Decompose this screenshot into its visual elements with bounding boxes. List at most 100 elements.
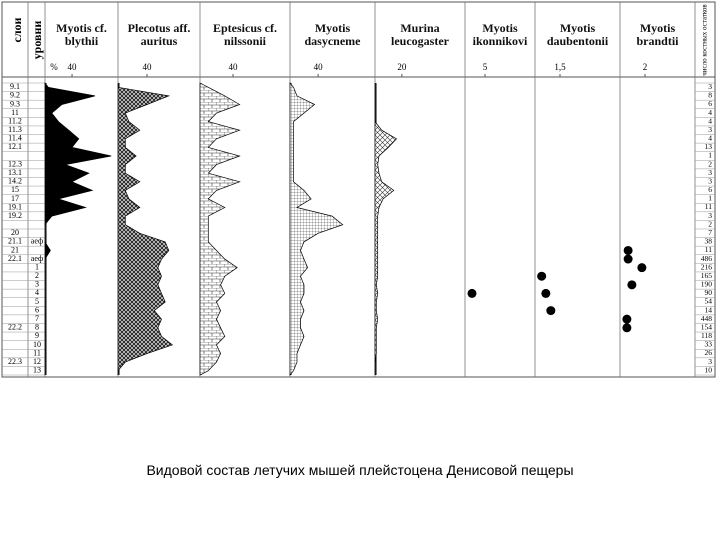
species-name: Murina leucogaster (391, 21, 449, 48)
layer-label: 14.2 (8, 177, 22, 186)
species-name: Eptesicus cf. nilssonii (213, 21, 277, 48)
layer-label: 20 (11, 228, 19, 237)
layer-label: 19.2 (8, 211, 22, 220)
layer-label: 12.1 (8, 142, 22, 151)
bone-count: 7 (708, 228, 712, 237)
layer-label: 15 (11, 185, 19, 194)
abundance-profile (44, 81, 112, 375)
bone-count: 154 (701, 322, 713, 331)
level-label: аеф (31, 237, 43, 246)
bone-count: 190 (701, 280, 713, 289)
scale-tick-label: 40 (314, 62, 324, 72)
level-header: уровни (30, 21, 44, 60)
level-label: 1 (35, 262, 39, 271)
unit-label: % (50, 62, 58, 72)
level-label: 12 (33, 357, 41, 366)
layer-label: 22.1 (8, 254, 22, 263)
level-label: 8 (35, 323, 39, 332)
level-label: 4 (35, 288, 39, 297)
layer-label: 12.3 (8, 159, 22, 168)
layer-label: 22.3 (8, 357, 22, 366)
scale-tick-label: 20 (397, 62, 407, 72)
bone-count: 14 (705, 305, 713, 314)
layer-label: 9.1 (10, 82, 20, 91)
layer-label: 21 (11, 245, 19, 254)
layer-label: 13.1 (8, 168, 22, 177)
bone-count: 4 (708, 134, 712, 143)
bone-count: 8 (708, 91, 712, 100)
bone-count: 165 (701, 271, 713, 280)
presence-dot (467, 288, 477, 298)
layer-label: 17 (11, 194, 19, 203)
species-name: Myotis cf. blythii (56, 21, 107, 48)
species-name: Plecotus aff. auritus (127, 21, 191, 48)
layer-label: 11 (11, 108, 19, 117)
bone-count: 13 (705, 142, 713, 151)
count-header: число костных остатков (701, 4, 709, 76)
layer-label: 11.2 (8, 116, 22, 125)
presence-dot (622, 314, 632, 324)
level-label: 11 (33, 348, 41, 357)
presence-dot (622, 323, 632, 333)
bone-count: 2 (708, 219, 712, 228)
bone-count: 2 (708, 159, 712, 168)
presence-dot (541, 288, 551, 298)
bone-count: 3 (708, 176, 712, 185)
species-name: Myotis ikonnikovi (472, 21, 528, 48)
species-name: Myotis dasycneme (304, 21, 361, 48)
presence-dot (546, 306, 556, 316)
bone-count: 486 (701, 254, 713, 263)
level-label: 7 (35, 314, 39, 323)
scale-tick-label: 2 (643, 62, 648, 72)
bone-count: 26 (705, 348, 713, 357)
layer-label: 21.1 (8, 237, 22, 246)
bone-count: 10 (705, 365, 713, 374)
bone-count: 118 (701, 331, 712, 340)
bone-count: 33 (705, 340, 713, 349)
layer-label: 19.1 (8, 202, 22, 211)
level-label: 2 (35, 271, 39, 280)
bone-count: 3 (708, 211, 712, 220)
level-label: 9 (35, 331, 39, 340)
bone-count: 4 (708, 108, 712, 117)
bone-count: 6 (708, 185, 712, 194)
layer-label: 9.2 (10, 91, 20, 100)
presence-dot (537, 271, 547, 281)
presence-dot (623, 245, 633, 255)
bone-count: 1 (708, 151, 712, 160)
bone-count: 38 (705, 237, 713, 246)
abundance-profile (199, 82, 241, 376)
layer-label: 9.3 (10, 99, 20, 108)
bone-count: 6 (708, 99, 712, 108)
species-name: Myotis daubentonii (546, 21, 609, 48)
bone-count: 3 (708, 82, 712, 91)
presence-dot (623, 254, 633, 264)
scale-tick-label: 5 (483, 62, 488, 72)
bone-count: 11 (705, 202, 712, 211)
level-label: 10 (33, 340, 41, 349)
abundance-profile (374, 83, 398, 375)
layer-label: 11.4 (8, 134, 22, 143)
bone-count: 448 (701, 314, 713, 323)
species-name: Myotis brandtii (636, 21, 679, 48)
caption: Видовой состав летучих мышей плейстоцена… (146, 462, 574, 478)
bone-count: 54 (705, 297, 713, 306)
bone-count: 216 (701, 262, 713, 271)
level-label: 3 (35, 280, 39, 289)
bone-count: 3 (708, 125, 712, 134)
scale-tick-label: 1,5 (554, 62, 566, 72)
level-label: аеф (31, 254, 43, 263)
frame (1, 1, 716, 378)
bone-count: 3 (708, 168, 712, 177)
presence-dot (637, 263, 647, 273)
scale-tick-label: 40 (143, 62, 153, 72)
bone-count: 90 (705, 288, 713, 297)
abundance-profile (289, 82, 344, 376)
bone-count: 3 (708, 357, 712, 366)
bone-count: 11 (705, 245, 712, 254)
level-label: 6 (35, 305, 39, 314)
scale-tick-label: 40 (68, 62, 78, 72)
layer-label: 11.3 (8, 125, 22, 134)
